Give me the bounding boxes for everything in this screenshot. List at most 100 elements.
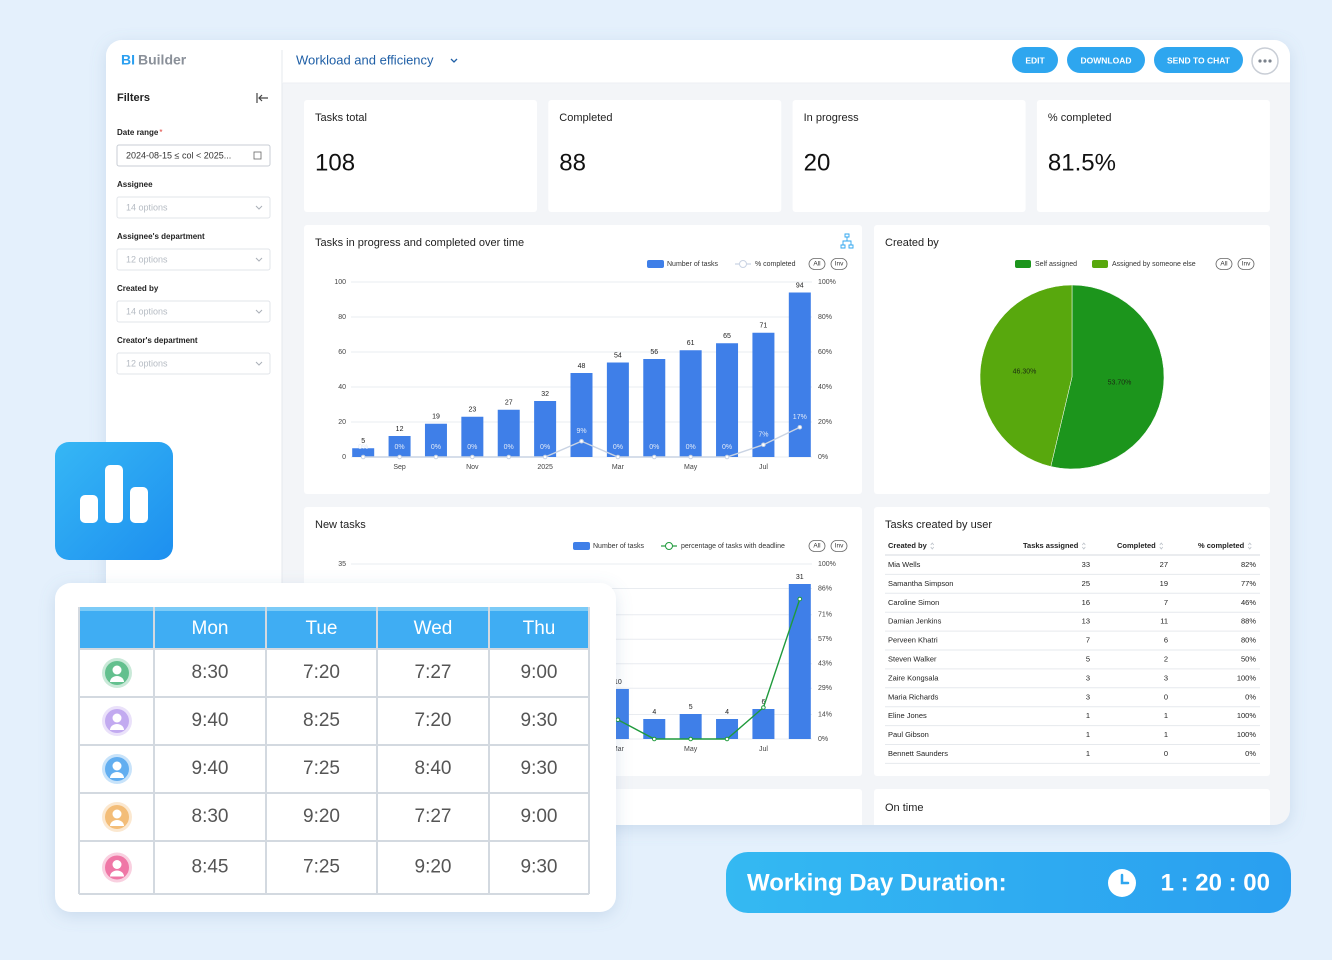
kpi-label: Tasks total — [315, 112, 367, 124]
header-button-label[interactable]: EDIT — [1025, 55, 1045, 65]
sort-icon — [1082, 542, 1086, 550]
card — [792, 100, 1026, 212]
bar — [716, 343, 739, 457]
line-value-label: 0% — [504, 444, 514, 451]
y-tick-label: 35 — [338, 561, 346, 568]
filter-input[interactable] — [116, 352, 271, 375]
line-point — [761, 442, 766, 448]
pie-slice — [1050, 284, 1165, 470]
y2-tick-label: 0% — [818, 736, 828, 743]
collapse-icon[interactable] — [256, 93, 268, 103]
filter-label: Assignee's department — [117, 232, 205, 241]
bar — [679, 350, 702, 457]
avatar-body — [110, 772, 124, 778]
legend-swatch — [573, 542, 590, 550]
filter-input[interactable] — [116, 144, 271, 167]
line-point — [651, 736, 657, 742]
avatar-body — [110, 870, 124, 877]
banner-time: 1 : 20 : 00 — [1161, 869, 1270, 896]
table-cell: Perveen Khatri — [888, 636, 938, 645]
more-dot — [1258, 59, 1262, 63]
x-tick-label: Sep — [393, 464, 406, 471]
table-header[interactable]: Tasks assigned — [1023, 541, 1079, 550]
line-point — [470, 454, 475, 460]
legend-button[interactable] — [1237, 258, 1255, 270]
schedule-time: 9:30 — [521, 710, 558, 731]
filter-input[interactable] — [116, 196, 271, 219]
legend-button-label[interactable]: Inv — [835, 261, 844, 268]
bar — [788, 292, 811, 457]
hierarchy-icon[interactable] — [840, 233, 854, 249]
dashboard-title[interactable]: Workload and efficiency — [296, 52, 434, 67]
filter-placeholder: 12 options — [126, 358, 168, 368]
filter-input[interactable] — [116, 300, 271, 323]
bar-value-label: 56 — [650, 349, 658, 356]
table-header[interactable]: Created by — [888, 541, 928, 550]
chart-title: Created by — [885, 237, 939, 249]
header-button-label[interactable]: DOWNLOAD — [1081, 55, 1132, 65]
bar — [643, 359, 666, 457]
legend-button[interactable] — [808, 540, 826, 552]
legend-button-label[interactable]: Inv — [835, 543, 844, 550]
table-cell: 11 — [1160, 617, 1168, 626]
table-cell: 100% — [1237, 730, 1257, 739]
pie-slice — [979, 284, 1073, 467]
schedule-time: 7:20 — [303, 662, 340, 683]
legend-button[interactable] — [830, 258, 848, 270]
header-button-label[interactable]: SEND TO CHAT — [1167, 55, 1231, 65]
bar — [606, 362, 629, 457]
kpi-value: 81.5% — [1048, 149, 1116, 176]
legend-swatch — [1015, 260, 1031, 268]
select-chevron — [255, 205, 263, 210]
avatar-head — [112, 860, 122, 869]
line-series — [617, 598, 801, 740]
legend-label: Assigned by someone else — [1112, 261, 1196, 268]
schedule-time: 8:30 — [192, 662, 229, 683]
banner-label: Working Day Duration: — [747, 869, 1007, 896]
line-value-label: 0% — [540, 444, 550, 451]
select-chevron — [255, 257, 263, 262]
schedule-time: 9:30 — [521, 857, 558, 878]
legend-button-label[interactable]: All — [1220, 261, 1228, 268]
legend-button-label[interactable]: Inv — [1242, 261, 1251, 268]
table-cell: 25 — [1082, 579, 1090, 588]
schedule-time: 9:30 — [521, 758, 558, 779]
line-value-label: 7% — [758, 432, 768, 439]
table-header[interactable]: % completed — [1198, 541, 1245, 550]
line-value-label: 0% — [395, 444, 405, 451]
legend-label: Number of tasks — [593, 543, 644, 550]
table-cell: 6 — [1164, 636, 1168, 645]
table-header[interactable]: Completed — [1117, 541, 1156, 550]
avatar-head — [112, 713, 122, 723]
schedule-time: 9:40 — [192, 758, 229, 779]
filter-label: Assignee — [117, 180, 153, 189]
bar-value-label: 4 — [725, 709, 729, 716]
table-cell: 19 — [1160, 579, 1168, 588]
header-button[interactable] — [1067, 47, 1145, 73]
sort-icon — [930, 542, 935, 550]
table-cell: 33 — [1082, 560, 1090, 569]
legend-button[interactable] — [1215, 258, 1233, 270]
header-button[interactable] — [1012, 47, 1058, 73]
bar-value-label: 5 — [361, 438, 365, 445]
filter-placeholder: 12 options — [126, 254, 168, 264]
filter-input[interactable] — [116, 248, 271, 271]
schedule-time: 7:25 — [303, 857, 340, 878]
legend-button[interactable] — [808, 258, 826, 270]
table-cell: Bennett Saunders — [888, 749, 948, 758]
legend-button[interactable] — [830, 540, 848, 552]
line-point — [797, 424, 803, 430]
table-cell: 82% — [1241, 560, 1256, 569]
table-cell: 13 — [1082, 617, 1090, 626]
table-cell: 2 — [1164, 654, 1168, 663]
table-cell: 50% — [1241, 654, 1256, 663]
app-icon-bar — [105, 465, 123, 523]
legend-button-label[interactable]: All — [813, 543, 821, 550]
line-point — [542, 454, 548, 460]
bar — [497, 409, 520, 457]
dashboard-chevron — [450, 58, 458, 63]
bar — [788, 584, 811, 739]
header-button[interactable] — [1154, 47, 1243, 73]
legend-button-label[interactable]: All — [813, 261, 821, 268]
